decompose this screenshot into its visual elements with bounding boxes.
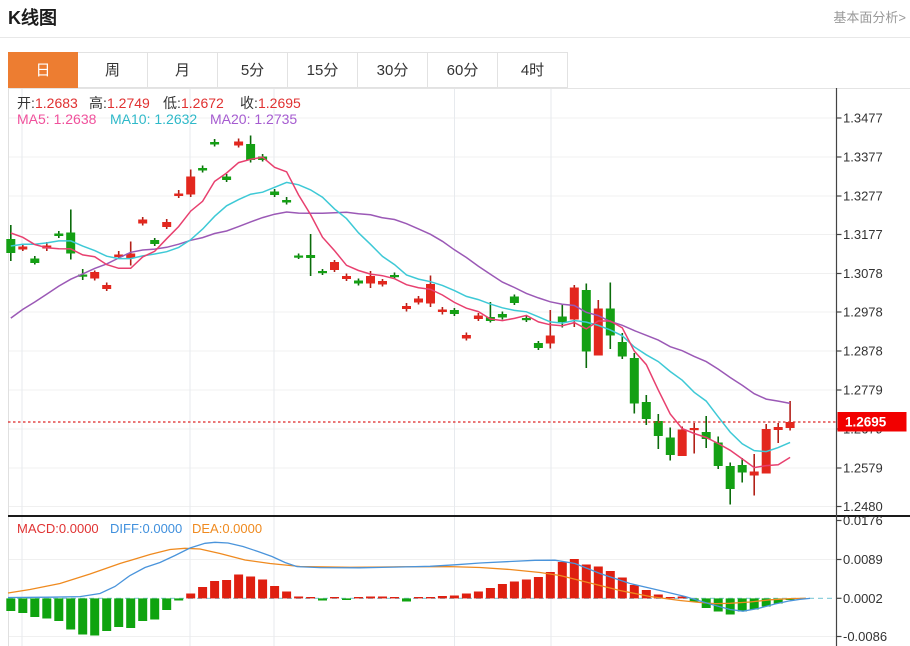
- svg-text:-0.0086: -0.0086: [843, 629, 887, 644]
- svg-text:0.0176: 0.0176: [843, 513, 883, 528]
- svg-text:1.2579: 1.2579: [843, 461, 883, 476]
- svg-text:1.3177: 1.3177: [843, 227, 883, 242]
- svg-text:1.2695: 1.2695: [845, 415, 887, 430]
- svg-text:0.0089: 0.0089: [843, 552, 883, 567]
- svg-text:0.0002: 0.0002: [843, 591, 883, 606]
- svg-text:1.3277: 1.3277: [843, 189, 883, 204]
- svg-text:1.2779: 1.2779: [843, 383, 883, 398]
- svg-text:1.3477: 1.3477: [843, 111, 883, 126]
- svg-text:1.3078: 1.3078: [843, 266, 883, 281]
- svg-text:1.2978: 1.2978: [843, 305, 883, 320]
- svg-text:1.2878: 1.2878: [843, 344, 883, 359]
- svg-text:1.2480: 1.2480: [843, 499, 883, 514]
- svg-text:1.3377: 1.3377: [843, 150, 883, 165]
